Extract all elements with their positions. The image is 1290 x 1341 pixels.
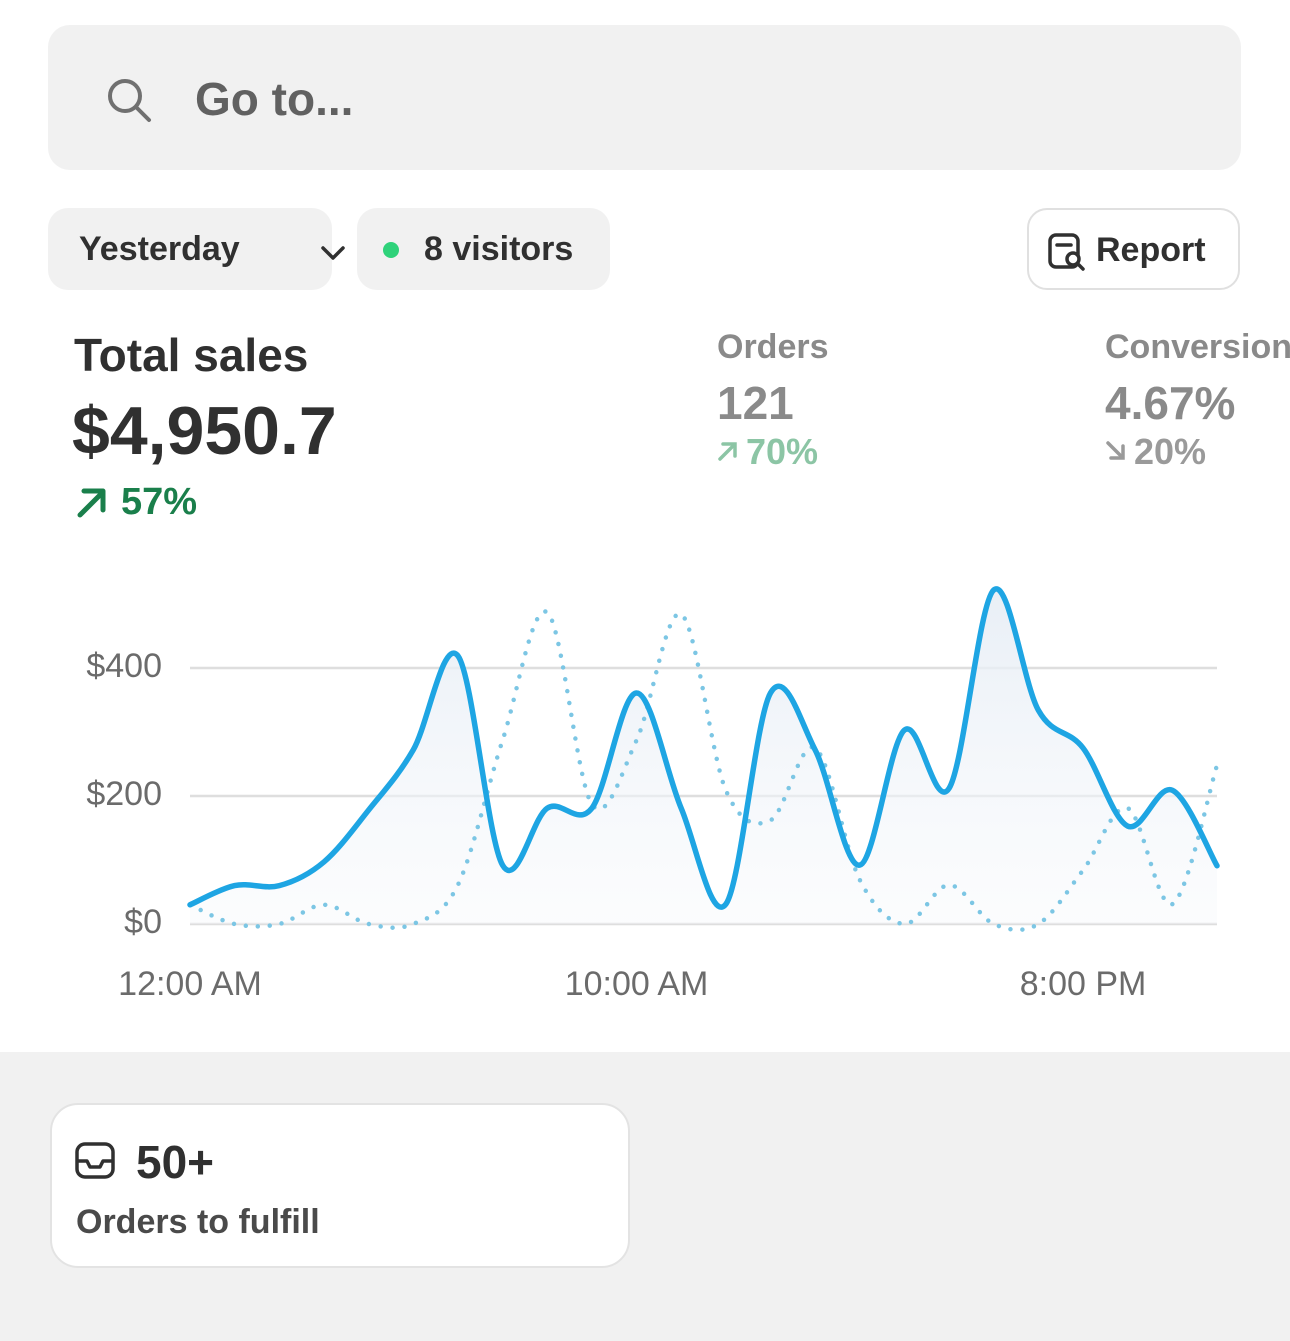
visitors-filter[interactable]: 8 visitors — [357, 208, 610, 290]
metric-value: 4.67% — [1105, 377, 1236, 429]
metric-label: Conversion — [1105, 328, 1290, 366]
search-icon — [108, 79, 151, 122]
sales-line — [187, 586, 1220, 910]
metric-change: 57% — [121, 481, 198, 523]
search-bar[interactable]: Go to... — [48, 25, 1241, 170]
chevron-icon — [321, 246, 345, 260]
date-label: Yesterday — [79, 230, 240, 268]
report-button[interactable]: Report — [1027, 208, 1240, 290]
fulfill-count: 50+ — [136, 1136, 215, 1188]
y-tick-label: $400 — [86, 647, 162, 685]
live-dot — [383, 242, 399, 258]
fulfill-card[interactable]: 50+ Orders to fulfill — [50, 1103, 630, 1268]
up-arrow — [718, 442, 737, 461]
metric-label: Orders — [717, 328, 829, 366]
visitors-label: 8 visitors — [424, 230, 574, 268]
report-icon — [1048, 233, 1085, 271]
date-filter[interactable]: Yesterday — [48, 208, 345, 290]
search-placeholder: Go to... — [195, 73, 354, 125]
metric-label: Total sales — [74, 329, 309, 381]
fulfill-label: Orders to fulfill — [76, 1203, 320, 1241]
x-tick-label: 10:00 AM — [565, 965, 709, 1003]
x-tick-label: 8:00 PM — [1020, 965, 1147, 1003]
metric-value: $4,950.7 — [72, 393, 337, 469]
metric-value: 121 — [717, 377, 794, 429]
metric-change: 20% — [1134, 431, 1207, 472]
sales-chart: $0 $200 $400 12:00 AM 10:00 AM 8:00 PM — [86, 586, 1220, 1003]
up-arrow — [77, 488, 106, 518]
x-tick-label: 12:00 AM — [118, 965, 262, 1003]
inbox-icon — [75, 1142, 115, 1179]
down-arrow — [1106, 441, 1125, 460]
y-tick-label: $200 — [86, 775, 162, 813]
comparison-line — [187, 609, 1220, 933]
report-label: Report — [1096, 231, 1206, 269]
sales-area — [190, 588, 1217, 924]
y-tick-label: $0 — [124, 903, 162, 941]
metric-change: 70% — [746, 431, 819, 472]
